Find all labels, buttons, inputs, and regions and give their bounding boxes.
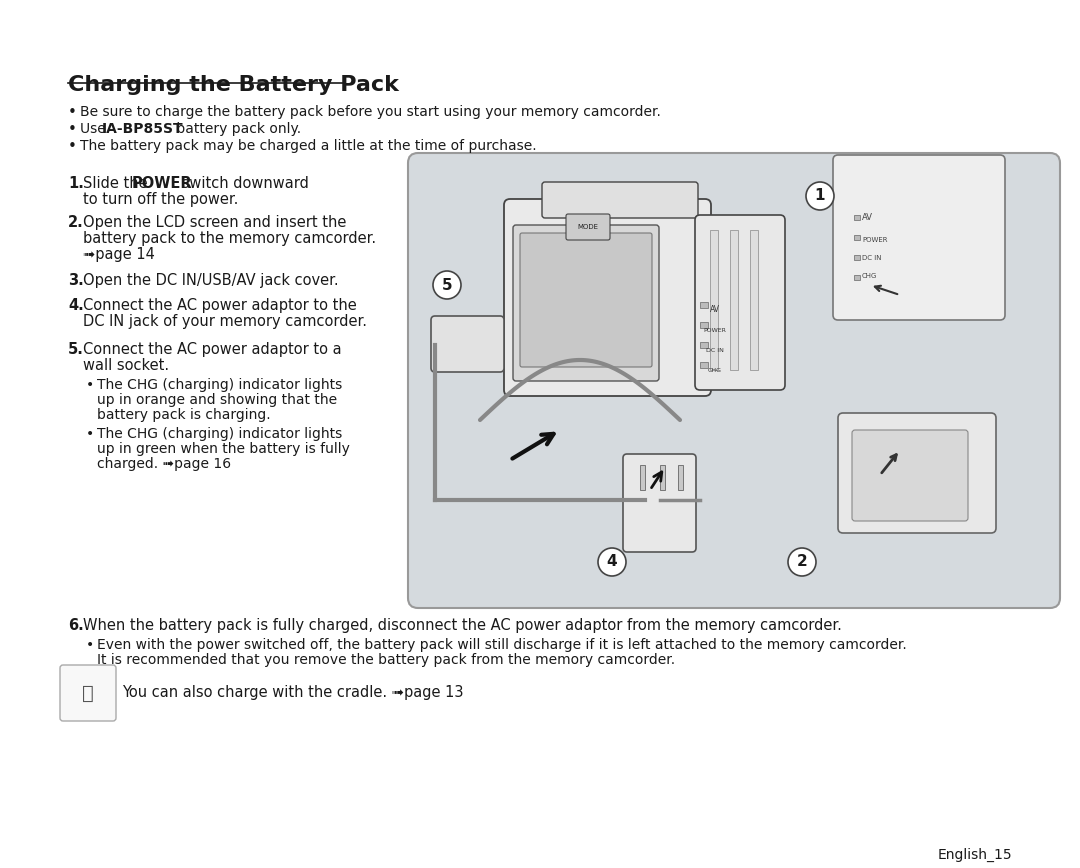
Text: 📝: 📝 (82, 683, 94, 702)
Text: The CHG (charging) indicator lights: The CHG (charging) indicator lights (97, 378, 342, 392)
Text: •: • (86, 378, 94, 392)
Text: AV: AV (710, 306, 720, 314)
Text: 1.: 1. (68, 176, 84, 191)
Text: battery pack is charging.: battery pack is charging. (97, 408, 271, 422)
Circle shape (788, 548, 816, 576)
Text: •: • (68, 139, 77, 154)
Text: Slide the: Slide the (83, 176, 152, 191)
Text: 5.: 5. (68, 342, 84, 357)
Text: 3.: 3. (68, 273, 84, 288)
Text: Connect the AC power adaptor to the: Connect the AC power adaptor to the (83, 298, 356, 313)
FancyBboxPatch shape (838, 413, 996, 533)
Bar (700, 302, 708, 308)
Text: AV: AV (862, 214, 873, 222)
Bar (640, 465, 645, 490)
Text: Open the DC IN/USB/AV jack cover.: Open the DC IN/USB/AV jack cover. (83, 273, 339, 288)
Text: Use: Use (80, 122, 110, 136)
Bar (678, 465, 683, 490)
Text: DC IN: DC IN (706, 347, 724, 352)
Text: •: • (86, 427, 94, 441)
Text: 6.: 6. (68, 618, 84, 633)
FancyBboxPatch shape (431, 316, 504, 372)
FancyBboxPatch shape (60, 665, 116, 721)
Bar (700, 362, 708, 368)
Text: POWER: POWER (862, 237, 888, 243)
Text: DC IN jack of your memory camcorder.: DC IN jack of your memory camcorder. (83, 314, 367, 329)
Text: You can also charge with the cradle. ➟page 13: You can also charge with the cradle. ➟pa… (122, 686, 463, 700)
Text: charged. ➟page 16: charged. ➟page 16 (97, 457, 231, 471)
Text: Be sure to charge the battery pack before you start using your memory camcorder.: Be sure to charge the battery pack befor… (80, 105, 661, 119)
Text: 5: 5 (442, 278, 453, 293)
Bar (660, 465, 665, 490)
FancyBboxPatch shape (519, 233, 652, 367)
Text: DC IN: DC IN (862, 255, 881, 261)
Text: 4.: 4. (68, 298, 84, 313)
Text: The CHG (charging) indicator lights: The CHG (charging) indicator lights (97, 427, 342, 441)
Text: Charging the Battery Pack: Charging the Battery Pack (68, 75, 399, 95)
FancyBboxPatch shape (513, 225, 659, 381)
Text: ➟page 14: ➟page 14 (83, 247, 154, 262)
Text: •: • (68, 105, 77, 120)
Text: Open the LCD screen and insert the: Open the LCD screen and insert the (83, 215, 347, 230)
Text: 4: 4 (607, 555, 618, 569)
Bar (854, 275, 860, 280)
Text: Even with the power switched off, the battery pack will still discharge if it is: Even with the power switched off, the ba… (97, 638, 907, 652)
Text: 2.: 2. (68, 215, 84, 230)
Text: up in orange and showing that the: up in orange and showing that the (97, 393, 337, 407)
FancyBboxPatch shape (696, 215, 785, 390)
Text: •: • (86, 638, 94, 652)
Text: When the battery pack is fully charged, disconnect the AC power adaptor from the: When the battery pack is fully charged, … (83, 618, 842, 633)
Bar (700, 322, 708, 328)
Text: wall socket.: wall socket. (83, 358, 170, 373)
Text: CHG: CHG (862, 273, 877, 279)
FancyBboxPatch shape (623, 454, 696, 552)
FancyBboxPatch shape (542, 182, 698, 218)
Bar (700, 342, 708, 348)
Bar (750, 230, 758, 370)
Text: up in green when the battery is fully: up in green when the battery is fully (97, 442, 350, 456)
FancyBboxPatch shape (833, 155, 1005, 320)
Text: 2: 2 (797, 555, 808, 569)
Text: 1: 1 (814, 188, 825, 203)
FancyBboxPatch shape (408, 153, 1059, 608)
FancyBboxPatch shape (852, 430, 968, 521)
Circle shape (433, 271, 461, 299)
Bar (710, 230, 718, 370)
Text: •: • (68, 122, 77, 137)
Bar (854, 235, 860, 240)
Bar (730, 230, 738, 370)
Text: switch downward: switch downward (177, 176, 309, 191)
Text: CHG: CHG (708, 367, 723, 372)
Text: battery pack only.: battery pack only. (172, 122, 301, 136)
Text: English_15: English_15 (937, 848, 1012, 862)
Circle shape (598, 548, 626, 576)
FancyBboxPatch shape (504, 199, 711, 396)
Text: to turn off the power.: to turn off the power. (83, 192, 239, 207)
Circle shape (806, 182, 834, 210)
Text: MODE: MODE (578, 224, 598, 230)
Bar (854, 255, 860, 260)
Text: The battery pack may be charged a little at the time of purchase.: The battery pack may be charged a little… (80, 139, 537, 153)
Text: It is recommended that you remove the battery pack from the memory camcorder.: It is recommended that you remove the ba… (97, 653, 675, 667)
Text: battery pack to the memory camcorder.: battery pack to the memory camcorder. (83, 231, 376, 246)
Bar (854, 215, 860, 220)
FancyBboxPatch shape (566, 214, 610, 240)
Text: POWER: POWER (132, 176, 192, 191)
Text: Connect the AC power adaptor to a: Connect the AC power adaptor to a (83, 342, 341, 357)
Text: POWER: POWER (703, 327, 727, 332)
Text: IA-BP85ST: IA-BP85ST (102, 122, 184, 136)
